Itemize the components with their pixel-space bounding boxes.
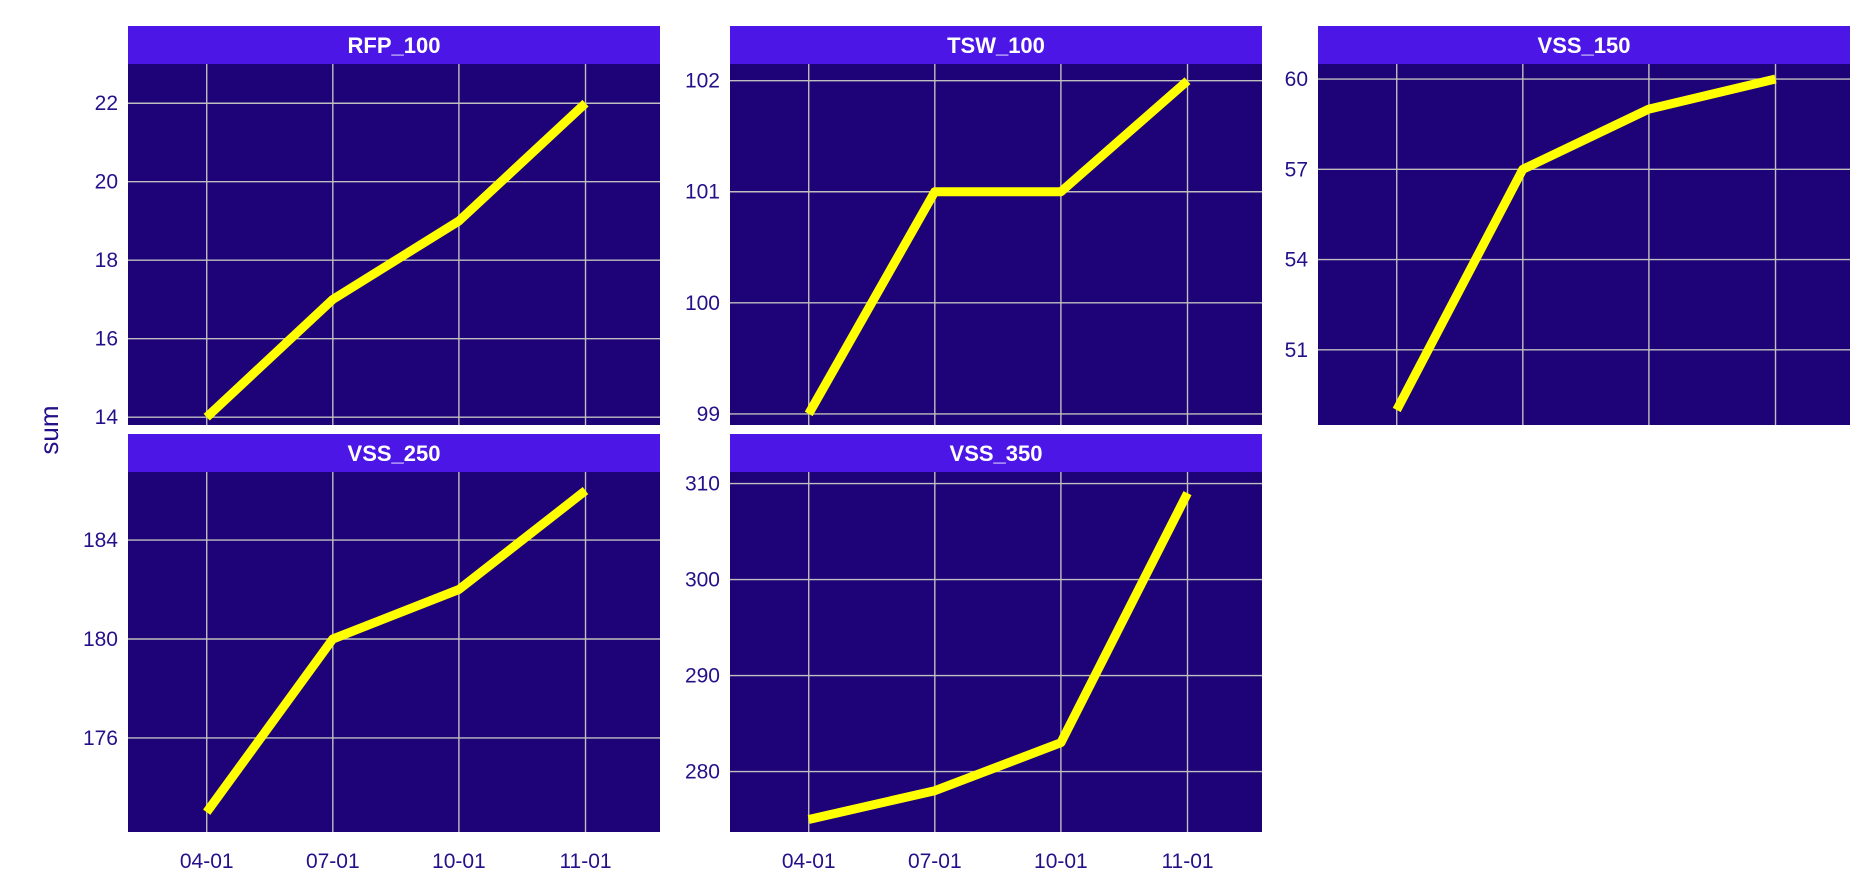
series-line-vss-350 — [807, 491, 1192, 824]
y-tick-label: 310 — [685, 473, 720, 496]
y-tick-label: 51 — [1285, 339, 1308, 362]
x-tick-label: 07-01 — [306, 850, 360, 873]
facet-title: VSS_250 — [348, 441, 441, 466]
facet-vss-350: VSS_350 280 290 300 310 04-01 07-01 10-01 11-01 — [685, 434, 1262, 873]
panel-background — [128, 472, 660, 832]
y-tick-label: 57 — [1285, 158, 1308, 181]
y-tick-label: 60 — [1285, 68, 1308, 91]
facet-rfp-100: RFP_100 14 16 18 20 22 — [95, 26, 660, 429]
facet-title: VSS_150 — [1538, 33, 1631, 58]
x-tick-label: 11-01 — [559, 850, 611, 873]
y-tick-label: 280 — [685, 761, 720, 784]
y-axis-title: sum — [34, 405, 64, 454]
y-tick-label: 14 — [95, 406, 119, 429]
y-tick-label: 22 — [95, 92, 118, 115]
x-tick-label: 04-01 — [782, 850, 836, 873]
y-tick-label: 99 — [697, 403, 720, 426]
x-tick-label: 07-01 — [908, 850, 962, 873]
y-tick-label: 20 — [95, 171, 118, 194]
x-tick-label: 11-01 — [1161, 850, 1213, 873]
panel-background — [730, 64, 1262, 425]
series-line-tsw-100 — [804, 77, 1191, 417]
y-tick-label: 101 — [685, 181, 720, 204]
series-line-vss-150 — [1392, 74, 1777, 413]
x-tick-label: 04-01 — [180, 850, 234, 873]
panel-background — [128, 64, 660, 425]
y-tick-label: 18 — [95, 249, 118, 272]
facet-vss-250: VSS_250 176 180 184 04-01 07-01 10-01 11-01 — [83, 434, 660, 873]
y-tick-label: 300 — [685, 569, 720, 592]
series-line-rfp-100 — [203, 99, 589, 421]
y-tick-label: 54 — [1285, 249, 1309, 272]
x-tick-label: 10-01 — [432, 850, 486, 873]
facet-strip — [730, 434, 1262, 472]
panel-background — [730, 472, 1262, 832]
facet-title: TSW_100 — [947, 33, 1045, 58]
y-tick-label: 100 — [685, 292, 720, 315]
panel-background — [1318, 64, 1850, 425]
series-line-vss-250 — [203, 487, 589, 815]
y-tick-label: 16 — [95, 328, 118, 351]
facet-strip — [128, 26, 660, 64]
facet-strip — [1318, 26, 1850, 64]
facet-title: RFP_100 — [348, 33, 441, 58]
y-tick-label: 290 — [685, 665, 720, 688]
y-tick-label: 176 — [83, 727, 118, 750]
y-tick-label: 102 — [685, 70, 720, 93]
y-tick-label: 184 — [83, 529, 118, 552]
y-tick-label: 180 — [83, 628, 118, 651]
facet-tsw-100: TSW_100 99 100 101 102 — [685, 26, 1262, 426]
facet-vss-150: VSS_150 51 54 57 60 — [1285, 26, 1850, 425]
facet-strip — [128, 434, 660, 472]
facet-strip — [730, 26, 1262, 64]
facet-title: VSS_350 — [950, 441, 1043, 466]
x-tick-label: 10-01 — [1034, 850, 1088, 873]
